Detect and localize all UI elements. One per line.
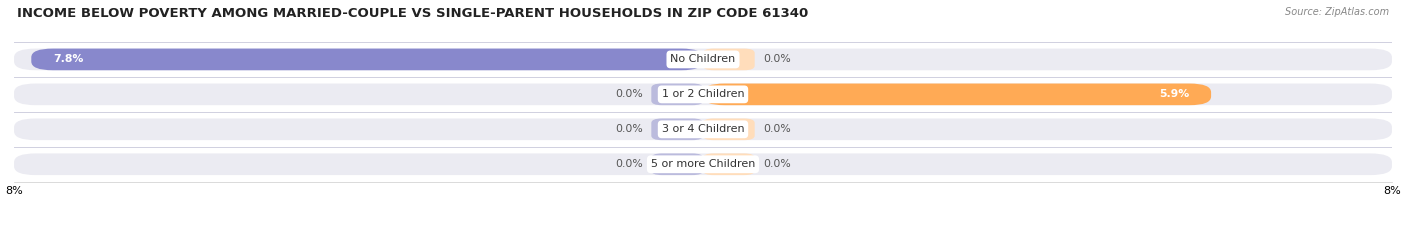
Text: 0.0%: 0.0% [763, 55, 792, 64]
FancyBboxPatch shape [14, 49, 1392, 70]
FancyBboxPatch shape [14, 118, 1392, 140]
FancyBboxPatch shape [703, 84, 1211, 105]
FancyBboxPatch shape [651, 118, 703, 140]
Text: Source: ZipAtlas.com: Source: ZipAtlas.com [1285, 7, 1389, 17]
Text: 0.0%: 0.0% [614, 89, 643, 99]
FancyBboxPatch shape [14, 84, 1392, 105]
FancyBboxPatch shape [14, 154, 1392, 175]
FancyBboxPatch shape [703, 118, 755, 140]
Text: 0.0%: 0.0% [763, 159, 792, 169]
Text: 5 or more Children: 5 or more Children [651, 159, 755, 169]
Text: INCOME BELOW POVERTY AMONG MARRIED-COUPLE VS SINGLE-PARENT HOUSEHOLDS IN ZIP COD: INCOME BELOW POVERTY AMONG MARRIED-COUPL… [17, 7, 808, 20]
Text: 1 or 2 Children: 1 or 2 Children [662, 89, 744, 99]
Text: 3 or 4 Children: 3 or 4 Children [662, 124, 744, 134]
Text: 0.0%: 0.0% [614, 159, 643, 169]
FancyBboxPatch shape [703, 49, 755, 70]
Text: 7.8%: 7.8% [53, 55, 83, 64]
Text: No Children: No Children [671, 55, 735, 64]
FancyBboxPatch shape [31, 49, 703, 70]
Text: 0.0%: 0.0% [763, 124, 792, 134]
FancyBboxPatch shape [651, 84, 703, 105]
FancyBboxPatch shape [703, 154, 755, 175]
Text: 5.9%: 5.9% [1160, 89, 1189, 99]
FancyBboxPatch shape [651, 154, 703, 175]
Text: 0.0%: 0.0% [614, 124, 643, 134]
